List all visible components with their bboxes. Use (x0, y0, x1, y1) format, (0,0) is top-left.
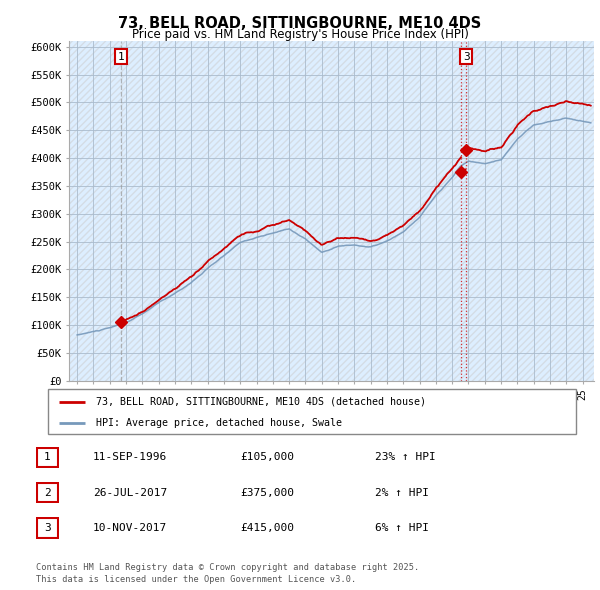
Text: HPI: Average price, detached house, Swale: HPI: Average price, detached house, Swal… (95, 418, 341, 428)
Text: 2: 2 (44, 488, 51, 497)
Text: 23% ↑ HPI: 23% ↑ HPI (375, 453, 436, 462)
Text: 73, BELL ROAD, SITTINGBOURNE, ME10 4DS (detached house): 73, BELL ROAD, SITTINGBOURNE, ME10 4DS (… (95, 397, 425, 407)
Text: 3: 3 (44, 523, 51, 533)
Text: 73, BELL ROAD, SITTINGBOURNE, ME10 4DS: 73, BELL ROAD, SITTINGBOURNE, ME10 4DS (118, 16, 482, 31)
Text: Contains HM Land Registry data © Crown copyright and database right 2025.
This d: Contains HM Land Registry data © Crown c… (36, 563, 419, 584)
Text: 11-SEP-1996: 11-SEP-1996 (93, 453, 167, 462)
Text: 1: 1 (118, 51, 124, 61)
Text: 10-NOV-2017: 10-NOV-2017 (93, 523, 167, 533)
Text: Price paid vs. HM Land Registry's House Price Index (HPI): Price paid vs. HM Land Registry's House … (131, 28, 469, 41)
Text: 3: 3 (463, 51, 470, 61)
FancyBboxPatch shape (48, 389, 576, 434)
Text: 26-JUL-2017: 26-JUL-2017 (93, 488, 167, 497)
Text: 1: 1 (44, 453, 51, 462)
Text: £105,000: £105,000 (240, 453, 294, 462)
Text: £375,000: £375,000 (240, 488, 294, 497)
Text: 6% ↑ HPI: 6% ↑ HPI (375, 523, 429, 533)
Text: 2% ↑ HPI: 2% ↑ HPI (375, 488, 429, 497)
Text: £415,000: £415,000 (240, 523, 294, 533)
